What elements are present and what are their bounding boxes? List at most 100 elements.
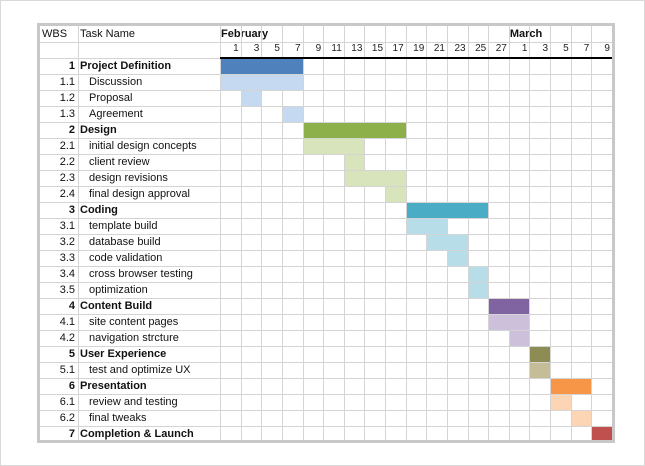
wbs-number: 3.5 xyxy=(59,284,75,296)
wbs-number: 1.3 xyxy=(59,108,75,120)
phase-bar[interactable] xyxy=(489,299,530,314)
phase-bar[interactable] xyxy=(221,59,303,74)
task-bar[interactable] xyxy=(571,411,592,426)
grid-line xyxy=(281,26,283,440)
grid-line xyxy=(40,74,612,75)
task-bar[interactable] xyxy=(468,267,489,282)
grid-line xyxy=(78,26,79,440)
grid-line xyxy=(570,26,572,440)
grid-line xyxy=(40,282,612,283)
day-label: 11 xyxy=(331,43,342,54)
task-name[interactable]: Agreement xyxy=(89,108,143,120)
grid-line xyxy=(40,314,612,315)
wbs-number: 1.1 xyxy=(59,76,75,88)
wbs-number: 6.2 xyxy=(59,412,75,424)
day-label: 9 xyxy=(604,43,610,54)
task-name[interactable]: database build xyxy=(89,236,161,248)
phase-name[interactable]: Content Build xyxy=(80,300,153,312)
task-bar[interactable] xyxy=(427,235,468,250)
task-bar[interactable] xyxy=(386,187,406,202)
phase-name[interactable]: Coding xyxy=(80,204,118,216)
grid-line xyxy=(261,26,263,440)
phase-name[interactable]: Presentation xyxy=(80,380,147,392)
grid-line xyxy=(508,26,510,440)
grid-line xyxy=(612,26,613,443)
task-name[interactable]: cross browser testing xyxy=(89,268,193,280)
task-name[interactable]: navigation strcture xyxy=(89,332,179,344)
task-bar[interactable] xyxy=(530,363,551,378)
task-bar[interactable] xyxy=(406,219,447,234)
task-name[interactable]: final design approval xyxy=(89,188,190,200)
wbs-number: 2.4 xyxy=(59,188,75,200)
grid-line xyxy=(40,154,612,155)
task-name[interactable]: Discussion xyxy=(89,76,143,88)
phase-name[interactable]: Design xyxy=(80,124,117,136)
phase-bar[interactable] xyxy=(406,203,489,218)
grid-line xyxy=(488,26,490,440)
phase-name[interactable]: Completion & Launch xyxy=(80,428,194,440)
grid-line xyxy=(343,26,345,440)
grid-line xyxy=(40,218,612,219)
gantt-sheet: WBS Task Name February March 1 3 5 7 9 11 13 15 17 19… xyxy=(37,23,615,443)
task-name[interactable]: template build xyxy=(89,220,158,232)
task-name[interactable]: test and optimize UX xyxy=(89,364,191,376)
task-name[interactable]: Proposal xyxy=(89,92,133,104)
grid-line xyxy=(40,442,612,443)
task-bar[interactable] xyxy=(447,251,468,266)
grid-line xyxy=(40,186,612,187)
phase-name[interactable]: User Experience xyxy=(80,348,167,360)
grid-line xyxy=(40,106,612,107)
phase-bar[interactable] xyxy=(530,347,551,362)
grid-line xyxy=(40,170,612,171)
task-name[interactable]: code validation xyxy=(89,252,163,264)
task-bar[interactable] xyxy=(509,331,530,346)
task-name-header: Task Name xyxy=(80,28,136,40)
wbs-number: 5 xyxy=(68,348,75,360)
wbs-number: 4.1 xyxy=(59,316,75,328)
day-label: 5 xyxy=(563,43,569,54)
grid-line xyxy=(40,410,612,411)
grid-line xyxy=(40,426,612,427)
grid-line xyxy=(40,122,612,123)
wbs-number: 3.4 xyxy=(59,268,75,280)
grid-line xyxy=(446,26,448,440)
task-name[interactable]: review and testing xyxy=(89,396,178,408)
task-bar[interactable] xyxy=(468,283,489,298)
wbs-number: 6 xyxy=(68,380,75,392)
wbs-number: 3.3 xyxy=(59,252,75,264)
day-label: 9 xyxy=(315,43,322,54)
task-bar[interactable] xyxy=(282,107,303,122)
grid-line xyxy=(40,330,612,331)
task-bar[interactable] xyxy=(551,395,571,410)
grid-line xyxy=(550,26,552,440)
day-label: 3 xyxy=(542,43,549,54)
task-name[interactable]: optimization xyxy=(89,284,148,296)
task-bar[interactable] xyxy=(344,155,365,170)
task-name[interactable]: initial design concepts xyxy=(89,140,197,152)
grid-line xyxy=(323,26,325,440)
task-bar[interactable] xyxy=(303,139,365,154)
grid-line xyxy=(40,378,612,379)
wbs-header: WBS xyxy=(42,28,68,40)
grid-line xyxy=(302,26,304,440)
task-bar[interactable] xyxy=(489,315,530,330)
task-name[interactable]: final tweaks xyxy=(89,412,147,424)
phase-name[interactable]: Project Definition xyxy=(80,60,172,72)
phase-bar[interactable] xyxy=(551,379,592,394)
month-label: February xyxy=(221,28,269,40)
task-name[interactable]: client review xyxy=(89,156,150,168)
grid-line xyxy=(40,202,612,203)
wbs-number: 1.2 xyxy=(59,92,75,104)
day-label: 13 xyxy=(351,43,363,54)
phase-bar[interactable] xyxy=(303,123,406,138)
phase-bar[interactable] xyxy=(592,427,612,440)
task-bar[interactable] xyxy=(344,171,406,186)
task-name[interactable]: site content pages xyxy=(89,316,179,328)
task-bar[interactable] xyxy=(241,91,262,106)
task-name[interactable]: design revisions xyxy=(89,172,168,184)
grid-line xyxy=(40,42,612,43)
task-bar[interactable] xyxy=(221,75,303,90)
wbs-number: 6.1 xyxy=(59,396,75,408)
grid-line xyxy=(220,26,221,440)
day-label: 17 xyxy=(392,43,404,54)
